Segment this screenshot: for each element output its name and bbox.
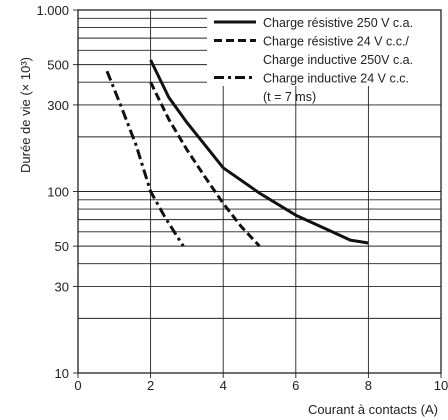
x-axis-label: Courant à contacts (A) [308, 402, 438, 417]
x-tick-label: 8 [365, 378, 372, 393]
series-line-3 [105, 70, 185, 247]
y-tick-label: 500 [47, 58, 69, 73]
series-lines [105, 59, 369, 248]
series-line-2 [149, 81, 261, 248]
legend-label: Charge résistive 24 V c.c./ [263, 35, 409, 49]
legend-label: Charge inductive 24 V c.c. [263, 72, 409, 86]
y-tick-label: 50 [55, 239, 69, 254]
y-axis-label: Durée de vie (× 10³) [18, 57, 33, 173]
x-tick-label: 0 [74, 378, 81, 393]
legend: Charge résistive 250 V c.a. Charge résist… [214, 16, 413, 104]
x-tick-label: 6 [292, 378, 299, 393]
y-tick-label: 1.000 [36, 3, 69, 18]
legend-label: Charge résistive 250 V c.a. [263, 16, 413, 30]
legend-label: (t = 7 ms) [263, 90, 316, 104]
y-tick-label: 100 [47, 185, 69, 200]
y-tick-label: 10 [55, 366, 69, 381]
series-line-1 [149, 59, 369, 245]
tick-labels: 0 2 4 6 8 10 1.000 500 300 100 50 30 10 [36, 3, 448, 393]
y-tick-label: 300 [47, 98, 69, 113]
x-tick-label: 4 [220, 378, 227, 393]
legend-label: Charge inductive 250V c.a. [263, 53, 413, 67]
x-tick-label: 10 [434, 378, 448, 393]
x-tick-label: 2 [147, 378, 154, 393]
y-tick-label: 30 [55, 279, 69, 294]
